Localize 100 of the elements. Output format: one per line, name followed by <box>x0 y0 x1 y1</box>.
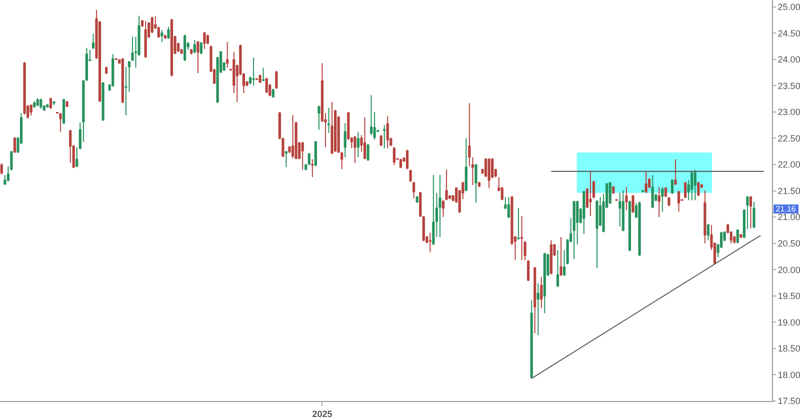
candlestick <box>618 192 622 228</box>
candlestick <box>478 181 481 188</box>
candlestick <box>416 196 418 204</box>
candlestick <box>706 223 710 241</box>
candlestick <box>272 88 274 98</box>
candlestick <box>258 74 262 84</box>
candlestick <box>344 122 346 158</box>
y-tick-label: 18.50 <box>778 344 800 354</box>
candlestick <box>608 181 612 204</box>
candlestick <box>690 171 694 201</box>
candlestick <box>615 198 618 202</box>
candlestick <box>92 33 95 50</box>
candlestick <box>572 200 576 260</box>
candlestick <box>589 170 592 216</box>
candlestick <box>262 67 265 82</box>
candlestick <box>625 186 628 211</box>
candlestick <box>534 266 536 334</box>
candlestick <box>311 158 314 178</box>
candlestick <box>428 232 432 253</box>
candlestick <box>13 136 16 154</box>
candlestick <box>641 189 644 193</box>
candlestick <box>733 235 736 244</box>
candlestick <box>445 169 448 201</box>
candlestick <box>638 201 641 256</box>
y-tick-label: 22.50 <box>778 133 800 144</box>
candlestick <box>474 163 478 204</box>
candlestick <box>736 228 739 244</box>
candlestick <box>193 39 196 54</box>
candlestick <box>275 70 278 90</box>
candlestick <box>677 190 680 212</box>
candlestick <box>464 138 468 192</box>
candlestick <box>399 158 402 169</box>
candlestick <box>582 190 586 234</box>
candlestick <box>314 140 317 167</box>
candlestick <box>749 196 752 229</box>
candlestick <box>432 174 435 246</box>
candlestick <box>301 141 304 170</box>
candlestick <box>150 16 154 34</box>
candlestick <box>536 282 540 336</box>
candlestick <box>674 158 677 186</box>
candlestick <box>40 98 42 110</box>
candlestick <box>507 196 510 219</box>
candlestick <box>112 54 114 88</box>
candlestick <box>517 208 520 240</box>
candlestick <box>291 114 294 159</box>
candlestick <box>366 144 370 162</box>
candlestick <box>327 107 330 134</box>
candlestick <box>651 174 654 209</box>
candlestick <box>59 112 62 132</box>
candlestick <box>556 250 560 288</box>
candlestick <box>265 77 268 94</box>
y-tick-label: 20.50 <box>778 238 800 248</box>
candlestick <box>370 94 373 136</box>
candlestick <box>0 162 3 175</box>
candlestick <box>628 200 631 252</box>
candlestick <box>200 42 202 55</box>
annotation: 21.16 <box>776 204 796 214</box>
candlestick <box>318 105 320 130</box>
candlestick <box>52 100 56 106</box>
candlestick <box>632 194 634 214</box>
candlestick <box>23 62 26 116</box>
candlestick <box>363 116 366 160</box>
candlestick <box>740 233 742 239</box>
candlestick <box>330 101 334 154</box>
y-tick-label: 19.00 <box>778 317 800 328</box>
candlestick <box>622 190 624 232</box>
candlestick <box>612 186 615 194</box>
candlestick <box>62 98 66 125</box>
candlestick <box>121 58 124 104</box>
candlestick <box>442 200 445 218</box>
candlestick <box>704 190 706 244</box>
candlestick <box>392 146 396 166</box>
y-tick-label: 20.00 <box>778 264 800 275</box>
y-tick-label: 19.50 <box>778 291 800 302</box>
candlestick <box>658 186 660 218</box>
y-tick-label: 23.00 <box>778 107 800 118</box>
y-tick-label: 18.00 <box>778 370 800 380</box>
candlestick <box>530 300 533 379</box>
candlestick <box>684 181 687 199</box>
candlestick <box>644 171 648 194</box>
candlestick <box>196 40 200 74</box>
candlestick <box>560 236 562 276</box>
candlestick <box>668 196 670 207</box>
candlestick <box>30 104 32 116</box>
candlestick <box>102 81 104 122</box>
candlestick <box>694 169 696 201</box>
candlestick <box>380 134 382 147</box>
candlestick <box>386 116 389 149</box>
candlestick <box>409 169 412 182</box>
candlestick <box>527 260 530 282</box>
y-tick-label: 24.50 <box>778 28 800 38</box>
candlestick <box>206 34 210 45</box>
candlestick <box>184 34 186 62</box>
candlestick <box>284 150 288 168</box>
candlestick <box>66 100 68 108</box>
candlestick <box>105 66 108 75</box>
candlestick <box>49 97 52 110</box>
candlestick <box>144 20 147 58</box>
y-tick-label: 17.50 <box>778 396 800 406</box>
y-tick-label: 22.00 <box>778 160 800 170</box>
